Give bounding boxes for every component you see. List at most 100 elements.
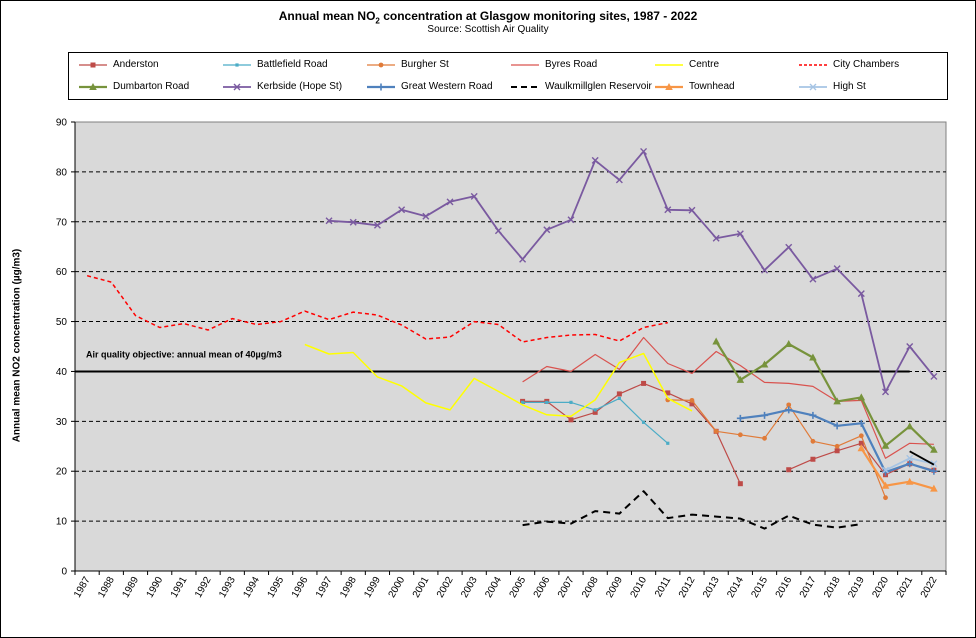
x-tick-label: 2002 (435, 575, 456, 600)
legend-item-battlefield-road: Battlefield Road (221, 57, 361, 73)
data-point (833, 422, 841, 430)
data-point (615, 176, 623, 184)
data-point (591, 156, 599, 164)
chart-subtitle: Source: Scottish Air Quality (427, 24, 549, 35)
legend-marker (378, 62, 384, 68)
series-line (522, 490, 862, 530)
legend-item-byres-road: Byres Road (509, 57, 649, 73)
legend-marker (377, 83, 385, 91)
legend-marker (90, 62, 96, 68)
data-point (810, 438, 816, 444)
series-line (328, 150, 935, 393)
x-tick-label: 2010 (629, 575, 650, 600)
legend-item-burgher-st: Burgher St (365, 57, 505, 73)
chart-title: Annual mean NO2 concentration at Glasgow… (278, 9, 698, 26)
x-tick-label: 2013 (701, 575, 722, 600)
legend-swatch (511, 86, 539, 88)
series-line (304, 343, 693, 418)
y-tick-label: 20 (56, 467, 68, 478)
legend-item-dumbarton-road: Dumbarton Road (77, 79, 217, 95)
x-tick-label: 1998 (338, 575, 359, 600)
data-point (905, 422, 914, 430)
x-tick-label: 1995 (266, 575, 287, 600)
data-point (882, 466, 890, 474)
legend-label: City Chambers (833, 59, 900, 70)
data-point (858, 440, 864, 446)
data-point (736, 230, 744, 238)
x-tick-label: 2022 (919, 575, 940, 600)
data-point (617, 396, 621, 400)
x-tick-label: 2000 (387, 575, 408, 600)
data-point (712, 234, 720, 242)
series-series (909, 450, 935, 466)
series-waulkmillglen-reservoir (522, 490, 862, 530)
data-point (785, 406, 793, 414)
data-point (761, 411, 769, 419)
data-point (930, 467, 938, 475)
y-tick-label: 50 (56, 317, 68, 328)
series-line (522, 336, 934, 459)
data-point (881, 441, 890, 449)
data-point (906, 454, 914, 462)
data-point (881, 481, 890, 489)
objective-annotation: Air quality objective: annual mean of 40… (86, 349, 282, 359)
y-tick-label: 60 (56, 267, 68, 278)
x-tick-label: 1990 (145, 575, 166, 600)
data-point (834, 443, 840, 449)
data-point (543, 226, 551, 234)
x-tick-label: 2019 (846, 575, 867, 600)
legend-label: Battlefield Road (257, 59, 328, 70)
legend-swatch (223, 63, 251, 67)
legend-label: Townhead (689, 81, 735, 92)
x-tick-label: 1994 (241, 575, 262, 600)
series-line (715, 340, 935, 451)
data-point (809, 411, 817, 419)
x-tick-label: 2017 (798, 575, 819, 600)
x-tick-label: 2004 (483, 575, 504, 600)
data-point (857, 419, 865, 427)
series-battlefield-road (520, 396, 670, 445)
data-point (834, 448, 840, 454)
legend-label: Burgher St (401, 59, 449, 70)
data-point (760, 360, 769, 368)
data-point (519, 255, 527, 263)
series-line (860, 447, 935, 490)
data-point (470, 192, 478, 200)
legend-label: Byres Road (545, 59, 598, 70)
legend-swatch (511, 64, 539, 66)
data-point (810, 456, 816, 462)
data-point (689, 397, 695, 403)
data-point (641, 420, 646, 424)
x-tick-label: 1989 (120, 575, 141, 600)
data-point (349, 218, 357, 226)
data-point (713, 428, 719, 434)
data-point (494, 227, 502, 235)
x-tick-label: 1992 (193, 575, 214, 600)
data-point (569, 400, 573, 404)
data-point (786, 402, 792, 408)
data-point (762, 435, 767, 441)
legend-marker (233, 83, 241, 91)
data-point (325, 217, 333, 225)
x-tick-label: 2012 (677, 575, 698, 600)
y-tick-label: 80 (56, 167, 68, 178)
data-point (567, 216, 575, 224)
data-point (809, 353, 817, 361)
data-point (737, 481, 743, 487)
legend-swatch (223, 83, 251, 91)
data-point (883, 495, 888, 501)
data-point (809, 275, 817, 283)
data-point (930, 484, 938, 492)
data-point (568, 417, 574, 423)
data-point (664, 206, 672, 214)
data-point (592, 409, 598, 415)
data-point (833, 397, 841, 405)
data-point (737, 432, 743, 438)
data-point (784, 340, 793, 348)
legend-swatch (655, 64, 683, 66)
series-centre (304, 343, 693, 418)
data-point (761, 266, 769, 274)
x-tick-label: 1999 (362, 575, 383, 600)
data-point (882, 388, 890, 396)
y-tick-label: 10 (56, 517, 68, 528)
